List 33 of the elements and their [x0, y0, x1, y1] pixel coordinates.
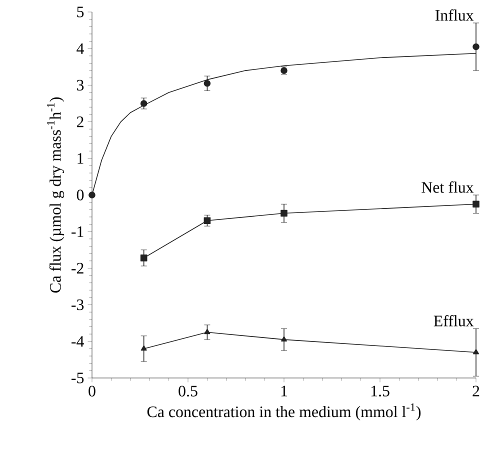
y-axis-title: Ca flux (µmol g dry mass$^{-1}$h$^{-1}$): [47, 97, 64, 293]
series-label: Net flux: [422, 181, 474, 193]
y-tick-label: -2: [72, 262, 84, 274]
point: [140, 345, 147, 351]
point: [140, 100, 148, 107]
y-tick-label: -1: [72, 226, 84, 237]
x-tick-label: 0.5: [178, 386, 198, 397]
point: [280, 210, 288, 217]
x-axis-title: Ca concentration in the medium (mmol l$^{-1}$): [147, 403, 421, 420]
y-tick-label: -4: [72, 336, 84, 347]
y-tick-label: -3: [72, 299, 84, 310]
point: [472, 43, 480, 50]
series-label: Influx: [435, 9, 474, 21]
y-tick-label: 5: [77, 6, 84, 18]
point: [204, 217, 211, 224]
y-tick-label: 2: [76, 116, 84, 128]
y-tick-label: 1: [78, 153, 84, 164]
x-tick-label: 1.5: [371, 386, 390, 396]
y-tick-label: 4: [76, 43, 84, 54]
y-tick-label: -5: [72, 372, 84, 384]
x-tick-label: 2: [472, 386, 480, 396]
x-tick-label: 1: [281, 386, 288, 396]
y-tick-label: 3: [77, 80, 84, 91]
point: [204, 80, 211, 87]
point: [140, 254, 148, 262]
point: [473, 348, 480, 354]
series-label: Efflux: [434, 315, 474, 326]
point: [88, 192, 96, 198]
point: [281, 336, 287, 342]
y-tick-label: 0: [76, 190, 84, 200]
point: [472, 200, 480, 208]
x-tick-label: 0: [88, 386, 96, 397]
point: [204, 328, 210, 334]
